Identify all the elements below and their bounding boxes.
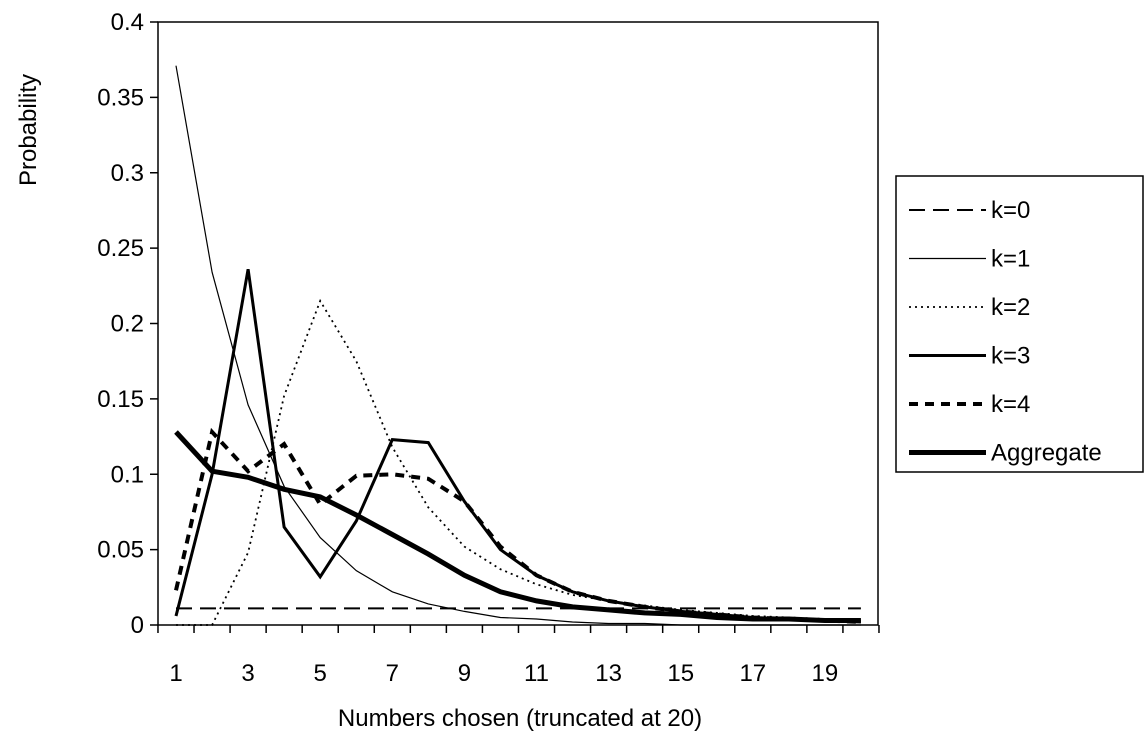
y-axis-label: Probability [15, 74, 42, 186]
x-tick-label: 3 [241, 660, 254, 687]
x-tick-label: 7 [386, 660, 399, 687]
plot-area [174, 65, 861, 626]
legend-label: Aggregate [991, 440, 1102, 467]
series-line-aggregate [174, 430, 861, 623]
plot-frame [157, 21, 879, 626]
x-tick-label: 9 [458, 660, 471, 687]
legend-label: k=2 [991, 294, 1030, 321]
legend-label: k=0 [991, 197, 1030, 224]
legend-label: k=3 [991, 343, 1030, 370]
x-tick-label: 5 [314, 660, 327, 687]
y-tick-label: 0.15 [97, 386, 144, 413]
x-tick-label: 11 [524, 660, 549, 687]
y-tick-label: 0.25 [97, 235, 144, 262]
x-tick-label: 15 [667, 660, 694, 687]
series-line-k-3 [174, 268, 861, 624]
legend: k=0 k=1 k=2 k=3 k=4 Aggregate [895, 175, 1144, 473]
y-tick-label: 0 [131, 612, 144, 639]
x-tick-label: 19 [812, 660, 839, 687]
x-axis-label: Numbers chosen (truncated at 20) [338, 705, 702, 732]
y-tick-label: 0.4 [111, 9, 144, 36]
legend-label: k=4 [991, 391, 1030, 418]
legend-box [895, 175, 1144, 473]
legend-label: k=1 [991, 246, 1030, 273]
series-line-k-2 [176, 298, 861, 626]
y-tick-label: 0.2 [111, 311, 144, 338]
series-line-k-1 [175, 65, 861, 626]
y-tick-label: 0.3 [111, 160, 144, 187]
y-tick-label: 0.05 [97, 537, 144, 564]
x-tick-label: 1 [169, 660, 182, 687]
x-tick-label: 17 [739, 660, 766, 687]
x-tick-label: 13 [595, 660, 622, 687]
y-tick-label: 0.35 [97, 84, 144, 111]
y-tick-label: 0.1 [111, 461, 144, 488]
axes: 00.050.10.150.20.250.30.350.41 3 5 7 9 11 13 15… [97, 9, 880, 687]
series-line-k-4 [174, 427, 861, 624]
